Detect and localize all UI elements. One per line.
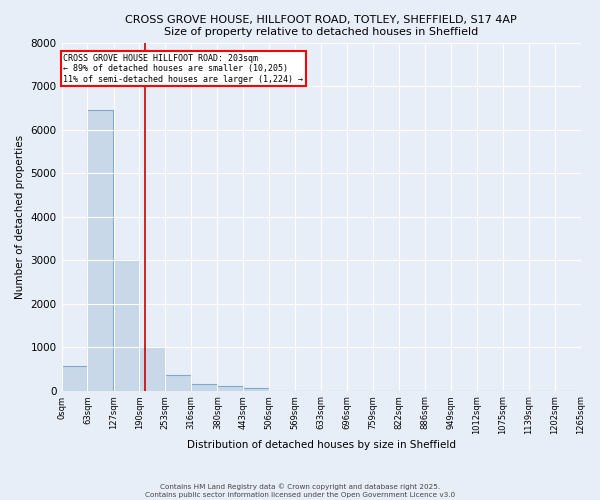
Bar [191,384,217,390]
X-axis label: Distribution of detached houses by size in Sheffield: Distribution of detached houses by size … [187,440,455,450]
Bar [243,388,269,390]
Bar [113,260,139,390]
Text: Contains HM Land Registry data © Crown copyright and database right 2025.
Contai: Contains HM Land Registry data © Crown c… [145,484,455,498]
Text: CROSS GROVE HOUSE HILLFOOT ROAD: 203sqm
← 89% of detached houses are smaller (10: CROSS GROVE HOUSE HILLFOOT ROAD: 203sqm … [63,54,303,84]
Bar [217,386,243,390]
Bar [166,376,191,390]
Bar [88,110,113,390]
Bar [62,366,88,390]
Bar [139,347,166,391]
Title: CROSS GROVE HOUSE, HILLFOOT ROAD, TOTLEY, SHEFFIELD, S17 4AP
Size of property re: CROSS GROVE HOUSE, HILLFOOT ROAD, TOTLEY… [125,15,517,36]
Y-axis label: Number of detached properties: Number of detached properties [15,134,25,299]
